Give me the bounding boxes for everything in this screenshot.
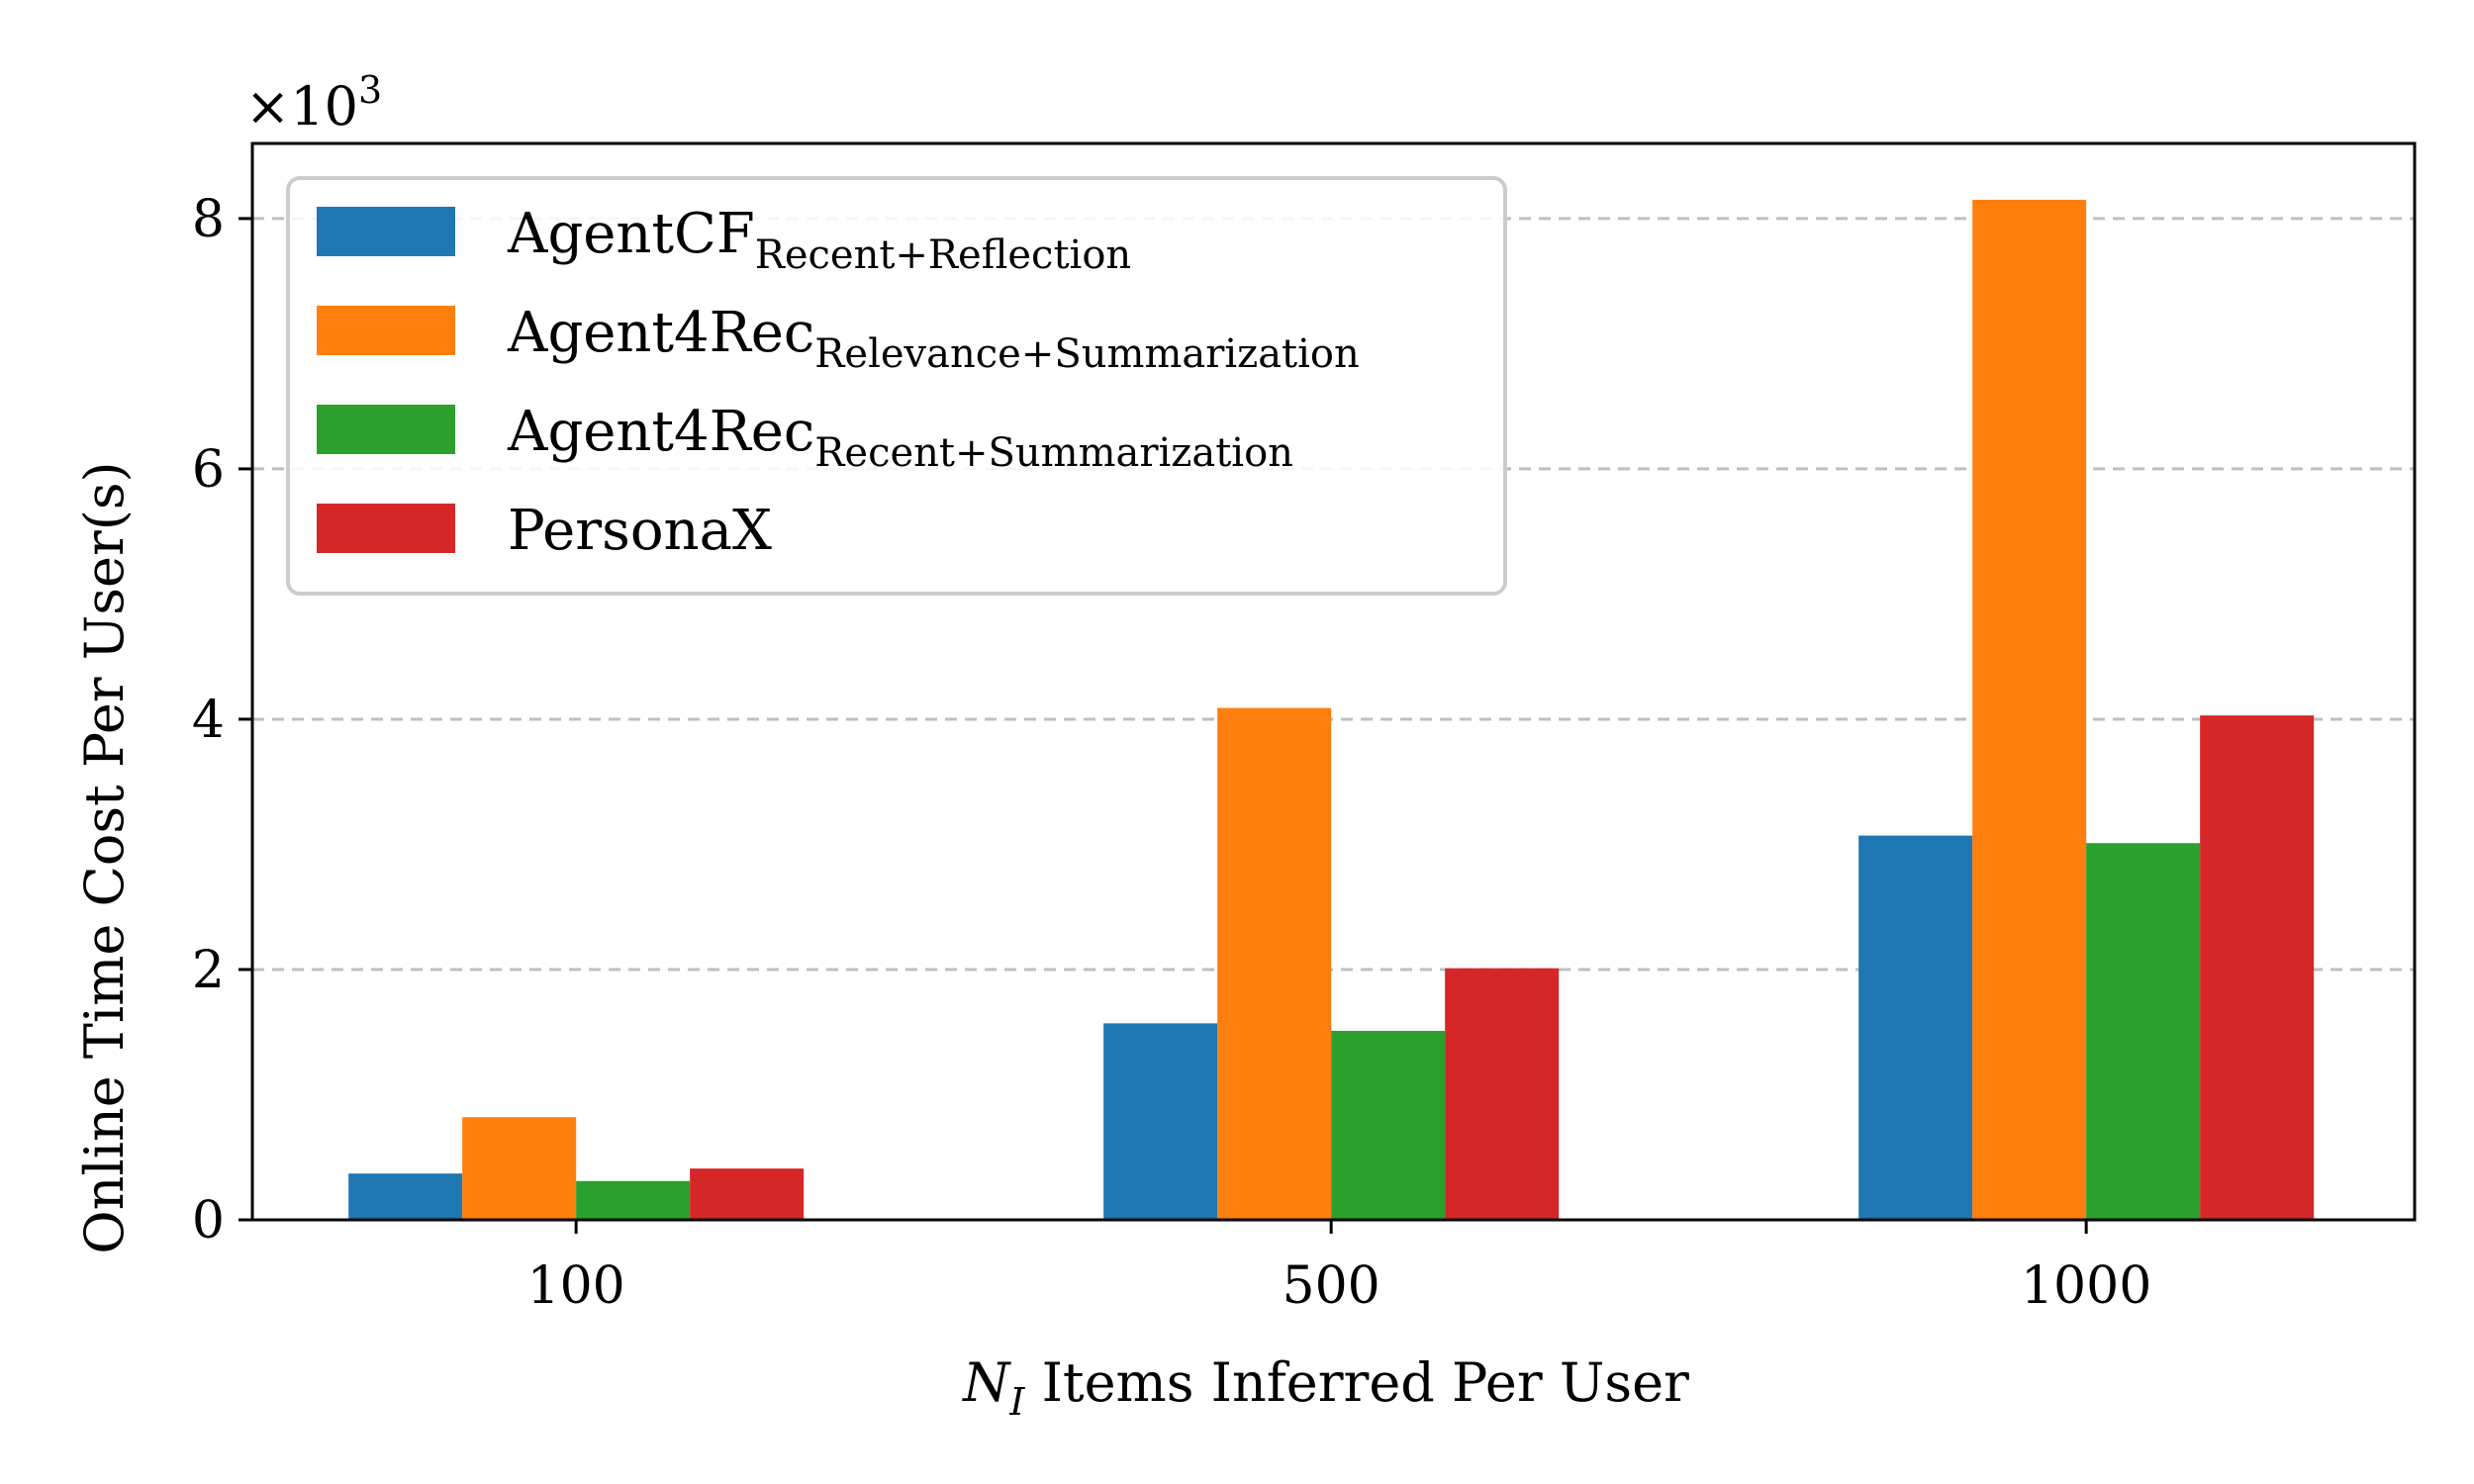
x-tick-label: 500 <box>1283 1256 1380 1316</box>
x-axis-text: Items Inferred Per User <box>1024 1351 1689 1414</box>
bar <box>1103 1023 1218 1220</box>
bar <box>1445 968 1560 1220</box>
bar <box>1858 835 1973 1220</box>
x-axis-var: N <box>961 1351 1011 1414</box>
x-axis-label: NI Items Inferred Per User <box>961 1351 1689 1424</box>
bar <box>1217 707 1332 1220</box>
x-axis: 100 500 1000 <box>527 1220 2151 1316</box>
legend-label: PersonaX <box>508 499 772 563</box>
bars <box>348 199 2315 1221</box>
plot-frame <box>250 141 2417 1222</box>
y-tick-label: 4 <box>192 691 225 750</box>
y-tick-label: 2 <box>192 941 225 1000</box>
legend-label: Agent4RecRelevance+Summarization <box>507 301 1360 377</box>
bar <box>690 1168 805 1220</box>
y-axis: 0 2 4 6 8 <box>192 190 252 1251</box>
bar <box>1972 199 2087 1221</box>
x-axis-var-sub: I <box>1008 1380 1025 1424</box>
y-multiplier: ×103 <box>245 68 382 138</box>
bar <box>576 1180 691 1220</box>
legend-frame <box>286 176 1507 596</box>
legend-label: AgentCFRecent+Reflection <box>507 202 1131 278</box>
legend-swatch <box>317 306 455 355</box>
bar <box>2086 843 2201 1220</box>
y-axis-label: Online Time Cost Per User(s) <box>73 461 136 1253</box>
bar <box>1331 1030 1446 1220</box>
legend-swatch <box>317 405 455 454</box>
bar <box>2200 715 2315 1220</box>
y-multiplier-base: ×10 <box>245 75 358 138</box>
y-multiplier-exp: 3 <box>358 68 382 112</box>
y-tick-label: 6 <box>192 440 225 500</box>
x-tick-label: 100 <box>527 1256 625 1316</box>
bar <box>462 1117 577 1220</box>
legend-label: Agent4RecRecent+Summarization <box>507 400 1293 476</box>
y-tick-label: 8 <box>192 190 225 249</box>
legend: AgentCFRecent+Reflection Agent4RecRelevan… <box>286 176 1507 596</box>
y-tick-label: 0 <box>192 1191 225 1251</box>
bar <box>348 1173 463 1220</box>
legend-swatch <box>317 504 455 553</box>
legend-swatch <box>317 207 455 256</box>
x-tick-label: 1000 <box>2021 1256 2151 1316</box>
